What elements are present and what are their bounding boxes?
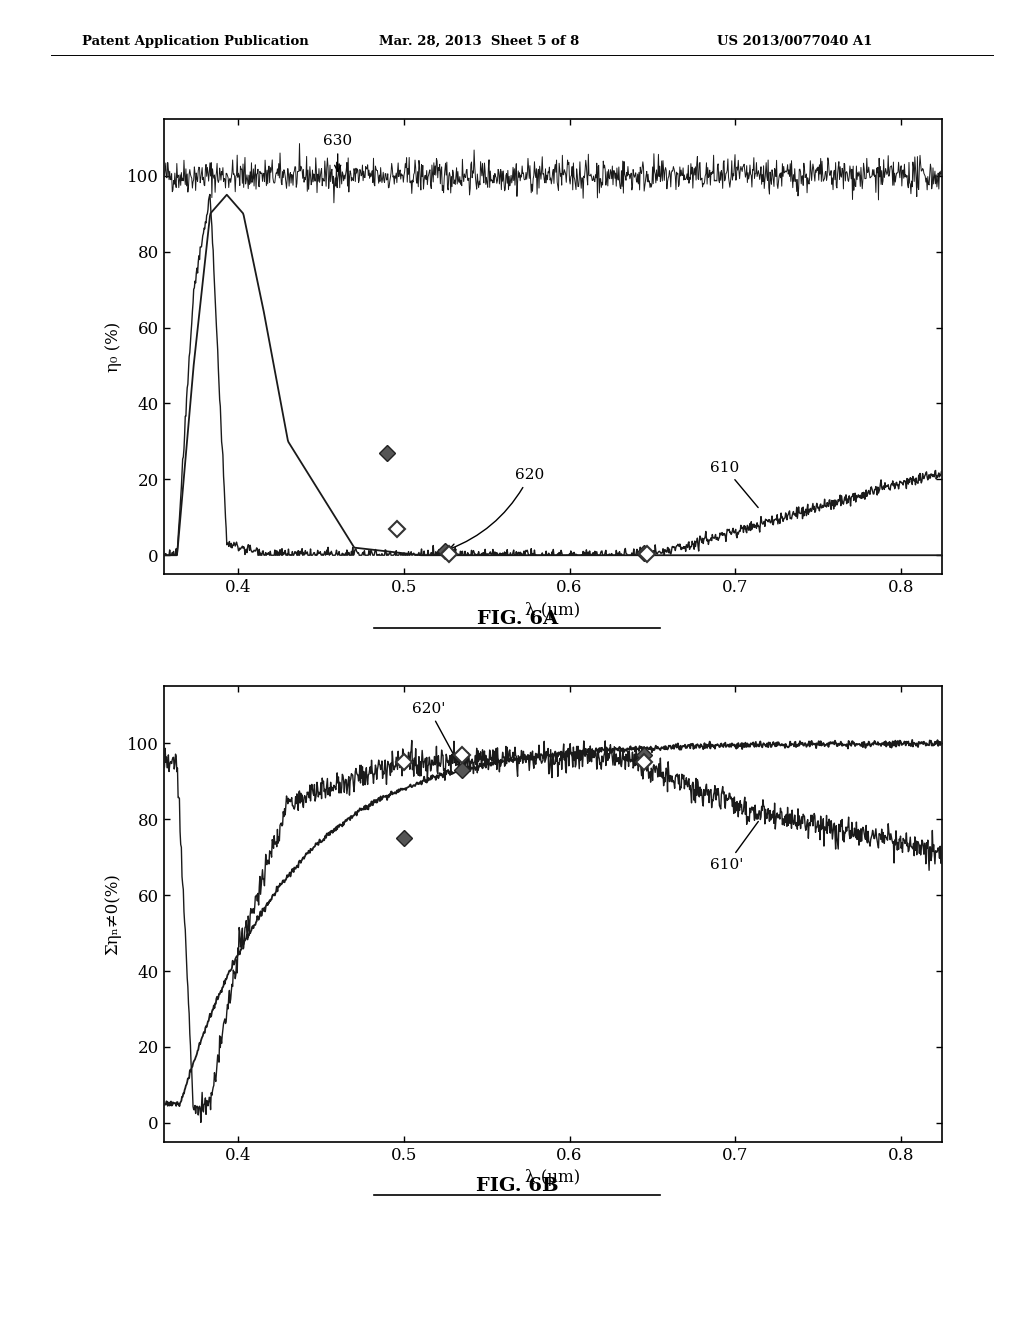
Text: FIG. 6B: FIG. 6B: [476, 1176, 558, 1195]
Text: US 2013/0077040 A1: US 2013/0077040 A1: [717, 34, 872, 48]
Text: 630: 630: [324, 135, 352, 172]
Text: FIG. 6A: FIG. 6A: [476, 610, 558, 628]
Text: 610': 610': [711, 821, 759, 871]
Text: Mar. 28, 2013  Sheet 5 of 8: Mar. 28, 2013 Sheet 5 of 8: [379, 34, 580, 48]
Y-axis label: Σηₙ≠0(%): Σηₙ≠0(%): [104, 873, 122, 956]
Y-axis label: η₀ (%): η₀ (%): [104, 321, 122, 372]
Text: 620': 620': [413, 702, 460, 766]
Text: 620: 620: [450, 469, 544, 550]
X-axis label: λ (μm): λ (μm): [525, 602, 581, 619]
Text: Patent Application Publication: Patent Application Publication: [82, 34, 308, 48]
X-axis label: λ (μm): λ (μm): [525, 1170, 581, 1187]
Text: 610: 610: [711, 461, 758, 508]
